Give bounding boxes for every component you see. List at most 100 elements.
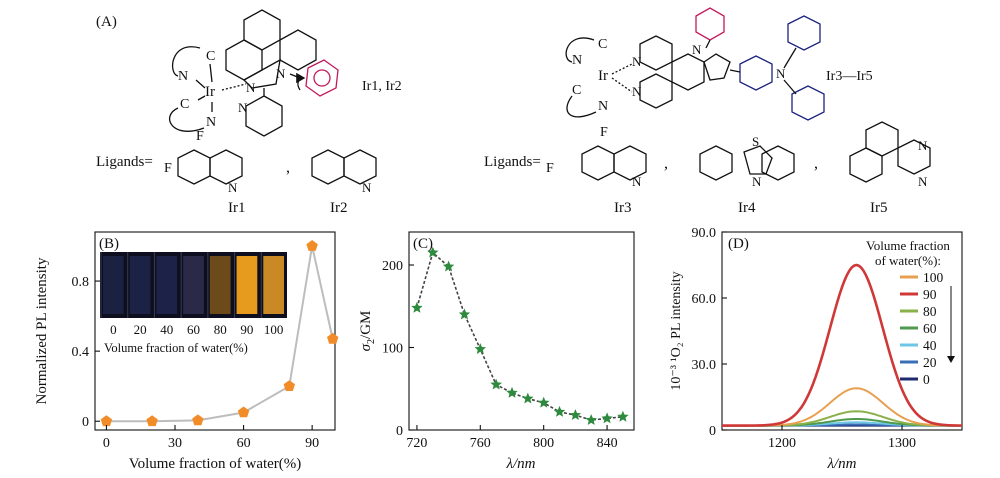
data-point [100, 415, 113, 427]
legend-label: 90 [923, 287, 937, 302]
n-atom: N [598, 99, 608, 114]
y-tick-label: 100 [382, 342, 403, 357]
data-point [306, 240, 318, 251]
ligands-label-right: Ligands= [484, 154, 541, 170]
series-curve-90 [722, 263, 962, 427]
ligand-name-ir2: Ir2 [330, 200, 348, 216]
ligand-name-ir1: Ir1 [228, 200, 246, 216]
left-complex-label: Ir1, Ir2 [362, 79, 402, 94]
vial-label: 100 [264, 322, 284, 337]
data-point [490, 378, 502, 390]
right-complex-structure: Ir C N C N N N N N I [565, 7, 873, 121]
panel-d-frame [721, 231, 963, 431]
data-point [474, 343, 486, 354]
ligands-label-left: Ligands= [96, 154, 153, 170]
ir-atom-right: Ir [598, 68, 608, 84]
series-line [416, 251, 623, 421]
y-tick-label: 0.8 [72, 275, 90, 290]
x-tick-label: 60 [237, 436, 251, 451]
separator-comma: , [664, 155, 668, 172]
y-axis-label: Normalized PL intensity [34, 257, 50, 404]
panel-c-label: (C) [413, 236, 433, 252]
c-atom: C [572, 83, 581, 98]
x-tick-label: 0 [103, 436, 110, 451]
c-atom: C [598, 37, 607, 52]
separator-comma: , [814, 155, 818, 172]
data-point [411, 301, 423, 313]
left-complex-structure: Ir C N C N N N N Ir1, Ir2 [168, 9, 402, 137]
y-tick-label: 0 [82, 415, 89, 430]
right-ligands: Ligands= F F N , S N , N N Ir3 Ir4 Ir5 [484, 121, 931, 216]
n-atom: N [238, 100, 248, 115]
vial-label: 20 [134, 322, 147, 337]
legend: 100 90 80 60 40 20 0 [900, 270, 944, 387]
panel-d-chart: (D) 1200 1300 0 30.0 60.0 90.0 Volume fractio… [669, 226, 963, 472]
separator-comma: , [286, 159, 290, 176]
f-atom: F [196, 129, 204, 144]
x-tick-label: 1200 [768, 436, 796, 451]
data-point [617, 410, 629, 422]
x-axis-label: λ/nm [506, 456, 536, 472]
legend-label: 0 [923, 372, 930, 387]
y-axis-label: 10⁻³ ¹O₂ PL intensity [669, 271, 684, 390]
n-atom: N [752, 174, 762, 189]
f-atom: F [546, 161, 554, 176]
data-point [458, 308, 471, 320]
x-tick-label: 30 [168, 436, 182, 451]
data-point [283, 380, 295, 391]
n-atom: N [572, 53, 582, 68]
left-ligands: Ligands= F F N , N Ir1 Ir2 [96, 129, 377, 216]
vial-label: 80 [214, 322, 227, 337]
legend-title: Volume fraction of water(%): [866, 238, 950, 268]
vial-label: 0 [110, 322, 117, 337]
n-atom: N [246, 80, 256, 95]
y-tick-label: 60.0 [692, 292, 717, 307]
f-atom: F [600, 125, 608, 140]
ligand-name-ir3: Ir3 [614, 200, 632, 216]
data-point [192, 414, 204, 426]
y-tick-label: 0.4 [72, 345, 90, 360]
x-tick-label: 800 [533, 436, 554, 451]
ir-atom-left: Ir [205, 84, 215, 100]
n-atom: N [206, 115, 216, 130]
data-point [506, 386, 518, 398]
x-tick-label: 1300 [888, 436, 916, 451]
y-tick-label: 0 [709, 424, 716, 439]
n-atom: N [632, 174, 642, 189]
data-point [237, 406, 250, 418]
legend-label: 40 [923, 338, 937, 353]
data-point [146, 415, 158, 427]
vial-row [100, 252, 284, 318]
panel-b-frame [94, 231, 336, 431]
data-point [553, 405, 566, 417]
data-point [327, 332, 339, 344]
panel-c-chart: (C) 720 760 800 840 0 100 200 λ/nm σ2/GM [358, 231, 635, 472]
legend-label: 80 [923, 304, 937, 319]
n-atom: N [918, 138, 928, 153]
f-atom: F [164, 161, 172, 176]
n-atom: N [918, 174, 928, 189]
panel-a-label: (A) [96, 14, 117, 30]
legend-label: 100 [923, 270, 944, 285]
data-point [538, 396, 550, 408]
vial-20 [129, 256, 151, 314]
n-atom: N [632, 84, 642, 99]
n-atom: N [692, 42, 702, 57]
data-point [601, 412, 613, 424]
data-point [585, 414, 597, 425]
legend-label: 60 [923, 321, 937, 336]
y-axis-label: σ2/GM [358, 311, 377, 352]
n-atom: N [228, 180, 238, 195]
data-point [427, 246, 439, 258]
n-atom: N [776, 66, 786, 81]
panel-c-frame [408, 231, 635, 431]
x-axis-label: Volume fraction of water(%) [129, 456, 302, 472]
vial-100 [263, 256, 284, 314]
vial-labels: 0 20 40 60 80 90 100 [110, 322, 283, 337]
vial-0 [103, 256, 124, 314]
panel-b-chart: (B) 0 20 40 60 80 90 100 Volume fraction of wa… [34, 231, 339, 472]
s-atom: S [752, 134, 759, 149]
ligand-name-ir5: Ir5 [870, 200, 888, 216]
panel-d-label: (D) [728, 236, 749, 252]
x-tick-label: 840 [597, 436, 618, 451]
